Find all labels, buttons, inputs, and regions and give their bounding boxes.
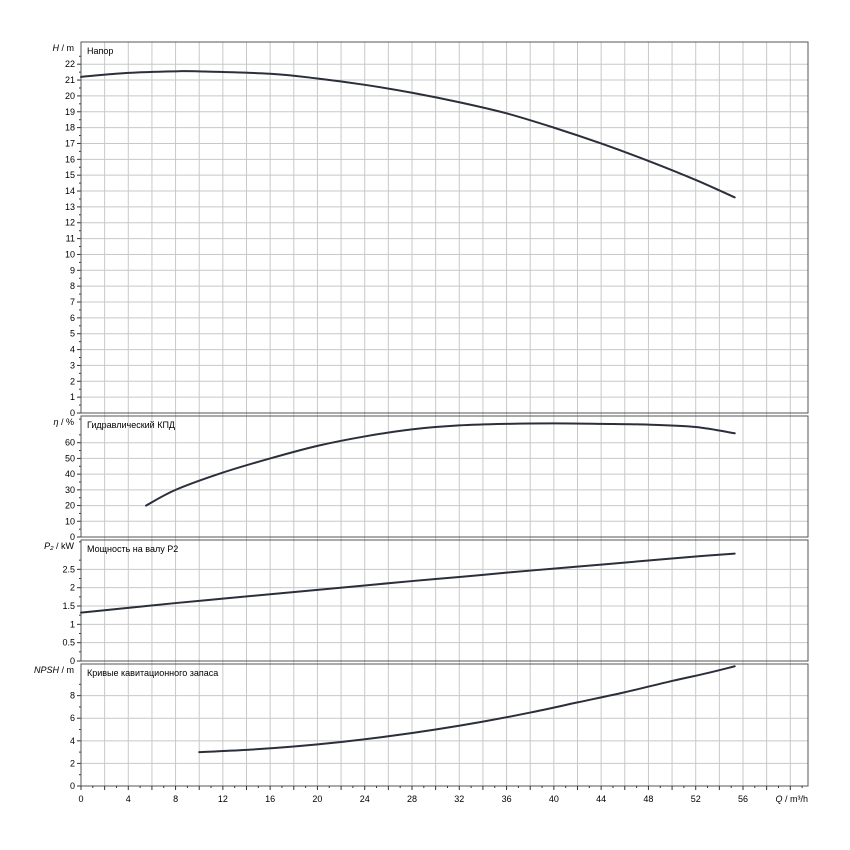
x-tick-label: 40 (549, 794, 559, 804)
x-tick-label: 16 (265, 794, 275, 804)
series-line-npsh (198, 665, 736, 754)
y-axis-label: P₂ / kW (44, 541, 74, 551)
y-axis-unit: / m (59, 43, 74, 53)
y-tick-label: 6 (70, 713, 75, 723)
panel-frame (80, 663, 809, 787)
y-tick-label: 2.5 (62, 564, 75, 574)
y-tick-label: 16 (65, 154, 75, 164)
y-tick-label: 50 (65, 453, 75, 463)
panel-title: Напор (87, 46, 113, 56)
y-tick-label: 17 (65, 138, 75, 148)
y-tick-label: 30 (65, 485, 75, 495)
y-tick-label: 1 (70, 392, 75, 402)
y-tick-label: 10 (65, 516, 75, 526)
y-tick-label: 3 (70, 360, 75, 370)
y-tick-label: 0 (70, 781, 75, 791)
panel-title: Гидравлический КПД (87, 420, 175, 430)
y-tick-label: 60 (65, 438, 75, 448)
y-tick-label: 2 (70, 758, 75, 768)
series-line-efficiency (145, 422, 736, 507)
panel-frame (80, 415, 809, 538)
panel-frame (80, 41, 809, 414)
curve-layer (80, 70, 736, 754)
y-tick-label: 4 (70, 736, 75, 746)
y-tick-label: 2 (70, 376, 75, 386)
x-tick-label: 48 (643, 794, 653, 804)
y-tick-label: 6 (70, 313, 75, 323)
grid-layer (81, 42, 808, 786)
x-axis-unit: / m³/h (782, 794, 808, 804)
x-tick-label: 0 (78, 794, 83, 804)
x-tick-label: 32 (454, 794, 464, 804)
x-tick-label: 52 (691, 794, 701, 804)
x-tick-label: 4 (126, 794, 131, 804)
x-tick-label: 36 (502, 794, 512, 804)
y-axis-symbol: P₂ (44, 541, 54, 551)
y-tick-label: 0 (70, 408, 75, 418)
y-tick-label: 10 (65, 249, 75, 259)
y-tick-label: 12 (65, 218, 75, 228)
x-axis-label: Q / m³/h (775, 794, 808, 804)
x-tick-label: 24 (360, 794, 370, 804)
x-tick-label: 20 (312, 794, 322, 804)
y-tick-label: 20 (65, 91, 75, 101)
y-axis-symbol: η (53, 417, 58, 427)
x-tick-label: 28 (407, 794, 417, 804)
y-tick-label: 0 (70, 532, 75, 542)
panel-title: Кривые кавитационного запаса (87, 668, 218, 678)
y-tick-label: 21 (65, 75, 75, 85)
y-tick-label: 7 (70, 297, 75, 307)
y-tick-label: 22 (65, 59, 75, 69)
y-tick-label: 15 (65, 170, 75, 180)
x-tick-label: 56 (738, 794, 748, 804)
x-axis-symbol: Q (775, 794, 782, 804)
y-tick-label: 18 (65, 123, 75, 133)
y-tick-label: 14 (65, 186, 75, 196)
y-tick-label: 0 (70, 656, 75, 666)
panel-frame (80, 539, 809, 662)
y-tick-label: 0.5 (62, 638, 75, 648)
y-tick-label: 9 (70, 265, 75, 275)
series-line-power (80, 552, 736, 614)
y-axis-label: H / m (53, 43, 75, 53)
y-axis-symbol: NPSH (34, 665, 60, 675)
panel-title: Мощность на валу P2 (87, 544, 178, 554)
y-tick-label: 8 (70, 281, 75, 291)
y-axis-unit: / m (59, 665, 74, 675)
y-axis-label: NPSH / m (34, 665, 74, 675)
y-tick-label: 2 (70, 583, 75, 593)
y-axis-label: η / % (53, 417, 74, 427)
y-tick-label: 19 (65, 107, 75, 117)
y-tick-label: 1 (70, 619, 75, 629)
y-axis-symbol: H (53, 43, 60, 53)
y-tick-label: 11 (66, 234, 75, 244)
x-tick-label: 8 (173, 794, 178, 804)
y-tick-label: 5 (70, 329, 75, 339)
x-tick-label: 44 (596, 794, 606, 804)
y-axis-unit: / kW (54, 541, 75, 551)
frame-layer (77, 41, 809, 790)
series-line-head (80, 70, 736, 199)
y-tick-label: 40 (65, 469, 75, 479)
y-tick-label: 8 (70, 691, 75, 701)
x-tick-label: 12 (218, 794, 228, 804)
y-axis-unit: / % (58, 417, 74, 427)
y-tick-label: 4 (70, 345, 75, 355)
y-tick-label: 1.5 (62, 601, 75, 611)
y-tick-label: 20 (65, 501, 75, 511)
y-tick-label: 13 (65, 202, 75, 212)
